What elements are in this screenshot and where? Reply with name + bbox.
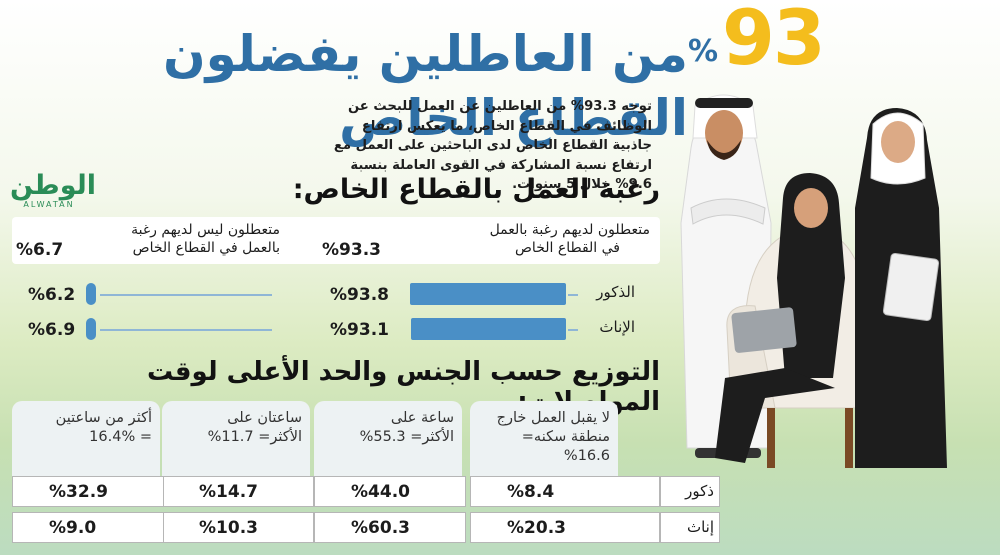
value-cell: %20.3 (470, 512, 660, 543)
not-willing-bar-value: %6.2 (28, 285, 75, 305)
pct-sign: % (199, 518, 217, 538)
cell-value: %32.9 (49, 482, 108, 502)
headline-text: من العاطلين يفضلون القطاع الخاص (162, 25, 688, 147)
pct-sign: % (28, 285, 46, 305)
cell-number: 44.0 (368, 482, 410, 502)
cell-value: %10.3 (199, 518, 258, 538)
headline-percent: % (688, 34, 719, 69)
column-header-line2: الأكثر= 11.7% (207, 429, 302, 445)
cell-number: 60.3 (368, 518, 410, 538)
willing-label: متعطلون لديهم رغبة بالعمل في القطاع الخا… (430, 221, 650, 257)
pct-sign: % (351, 482, 369, 502)
not-willing-label-line1: متعطلون ليس لديهم رغبة (131, 222, 280, 238)
willing-label-line2: في القطاع الخاص (515, 240, 620, 256)
column-header-line2: الأكثر= 55.3% (359, 429, 454, 445)
cell-number: 10.3 (216, 518, 258, 538)
not-willing-label-line2: بالعمل في القطاع الخاص (132, 240, 280, 256)
willing-value: %93.3 (322, 240, 381, 260)
row-label-cell (660, 476, 720, 507)
row-label: ذكور (685, 482, 714, 500)
column-header-line2: منطقة سكنه= 16.6% (521, 429, 610, 464)
alwatan-logo: الوطن ALWATAN (10, 170, 97, 210)
pct-sign: % (49, 482, 67, 502)
pct-sign: % (351, 518, 369, 538)
not-willing-bar-value: %6.9 (28, 320, 75, 340)
column-header-line1: أكثر من ساعتين (55, 410, 152, 426)
bar-row-label: الذكور (596, 283, 635, 301)
willing-bar-number: 93.8 (347, 285, 389, 305)
pct-sign: % (507, 518, 525, 538)
section1-title: رغبة العمل بالقطاع الخاص: (292, 174, 660, 205)
not-willing-bar (86, 318, 96, 340)
distribution-column: لا يقبل العمل خارج منطقة سكنه= 16.6% (470, 401, 618, 476)
column-header-line2: = 16.4% (89, 429, 152, 445)
row-label: إناث (686, 518, 714, 536)
headline-number: 93 (722, 0, 826, 82)
pct-sign: % (330, 285, 348, 305)
pct-sign: % (322, 240, 340, 260)
value-cell: %44.0 (314, 476, 466, 507)
bar-connector-line (568, 294, 578, 296)
column-header: لا يقبل العمل خارج منطقة سكنه= 16.6% (476, 409, 610, 466)
cell-value: %9.0 (49, 518, 96, 538)
willing-bar-value: %93.8 (330, 285, 389, 305)
value-cell: %60.3 (314, 512, 466, 543)
cell-number: 8.4 (524, 482, 555, 502)
willing-bar-number: 93.1 (347, 320, 389, 340)
column-header-line1: ساعتان على (227, 410, 302, 426)
willing-bar-value: %93.1 (330, 320, 389, 340)
not-willing-line (100, 329, 272, 331)
value-cell: %32.9 (12, 476, 164, 507)
cell-number: 32.9 (66, 482, 108, 502)
cell-value: %20.3 (507, 518, 566, 538)
willing-number: 93.3 (339, 240, 381, 260)
comparison-band (12, 217, 660, 264)
pct-sign: % (330, 320, 348, 340)
cell-number: 9.0 (66, 518, 97, 538)
section2-title: التوزيع حسب الجنس والحد الأعلى لوقت المو… (147, 357, 660, 417)
pct-sign: % (28, 320, 46, 340)
pct-sign: % (199, 482, 217, 502)
cell-value: %8.4 (507, 482, 554, 502)
cell-number: 20.3 (524, 518, 566, 538)
cell-value: %44.0 (351, 482, 410, 502)
logo-latin: ALWATAN (23, 200, 75, 209)
not-willing-bar-number: 6.2 (45, 285, 76, 305)
bar-row-label: الإناث (599, 318, 635, 336)
row-label-cell (660, 512, 720, 543)
column-header-line1: ساعة على (390, 410, 454, 426)
willing-bar (410, 283, 566, 305)
intro-paragraph: توجه 93.3% من العاطلين عن العمل للبحث عن… (333, 99, 652, 192)
logo-arabic: الوطن (10, 170, 97, 201)
value-cell: %14.7 (162, 476, 314, 507)
seated-woman-figure (715, 173, 845, 463)
cell-number: 14.7 (216, 482, 258, 502)
pct-sign: % (16, 240, 34, 260)
column-header: أكثر من ساعتين = 16.4% (18, 409, 152, 447)
standing-woman-figure (855, 108, 947, 468)
not-willing-bar-number: 6.9 (45, 320, 76, 340)
pct-sign: % (507, 482, 525, 502)
pct-sign: % (49, 518, 67, 538)
column-header: ساعتان على الأكثر= 11.7% (168, 409, 302, 447)
column-header: ساعة على الأكثر= 55.3% (320, 409, 454, 447)
people-illustration (680, 94, 947, 468)
distribution-column: ساعتان على الأكثر= 11.7% (162, 401, 310, 476)
not-willing-bar (86, 283, 96, 305)
distribution-column: أكثر من ساعتين = 16.4% (12, 401, 160, 476)
value-cell: %9.0 (12, 512, 164, 543)
column-header-line1: لا يقبل العمل خارج (496, 410, 610, 426)
willing-bar (411, 318, 566, 340)
not-willing-value: %6.7 (16, 240, 63, 260)
value-cell: %8.4 (470, 476, 660, 507)
not-willing-line (100, 294, 272, 296)
distribution-column: ساعة على الأكثر= 55.3% (314, 401, 462, 476)
not-willing-number: 6.7 (33, 240, 64, 260)
not-willing-label: متعطلون ليس لديهم رغبة بالعمل في القطاع … (80, 221, 280, 257)
willing-label-line1: متعطلون لديهم رغبة بالعمل (489, 222, 650, 238)
value-cell: %10.3 (162, 512, 314, 543)
cell-value: %60.3 (351, 518, 410, 538)
cell-value: %14.7 (199, 482, 258, 502)
bar-connector-line (568, 329, 578, 331)
